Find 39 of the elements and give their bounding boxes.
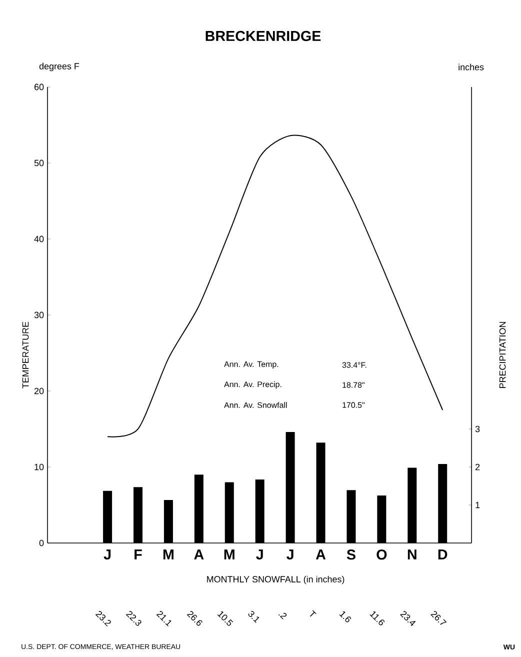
- chart-title: BRECKENRIDGE: [206, 30, 321, 42]
- x-tick-label: F: [134, 550, 142, 560]
- x-tick-label: D: [438, 550, 448, 560]
- line-series: [107, 134, 444, 438]
- x-tick-label: J: [256, 550, 264, 560]
- x-tick-label: A: [316, 550, 326, 560]
- y2-tick-label: 3: [476, 426, 480, 432]
- x-tick-label: N: [408, 550, 417, 560]
- y-axis-title: TEMPERATURE: [22, 322, 29, 388]
- x-tick-label: M: [164, 550, 174, 560]
- y-tick-label: 40: [34, 236, 44, 242]
- x-tick-label: S: [347, 550, 356, 560]
- text: degrees F: [40, 62, 80, 72]
- text: 1.6: [340, 611, 352, 622]
- x-axis-title: MONTHLY SNOWFALL (in inches): [207, 576, 344, 584]
- text: 10.5: [218, 611, 234, 626]
- x-tick-label: J: [286, 550, 294, 560]
- x-tick-label: M: [224, 550, 235, 560]
- y2-tick-label: 2: [476, 464, 480, 470]
- y-tick-label: 50: [34, 160, 44, 166]
- y2-tick-label: 1: [476, 502, 480, 508]
- text: T: [310, 610, 317, 617]
- text: 22.3: [126, 611, 142, 626]
- text: 26.7: [430, 611, 447, 625]
- text: 23.4: [400, 611, 416, 626]
- text: inches: [458, 64, 484, 70]
- text: .2: [278, 612, 287, 620]
- x-tick-label: A: [194, 550, 204, 560]
- text: 11.6: [370, 611, 385, 626]
- y-tick-label: 30: [34, 312, 44, 318]
- x-tick-label: J: [104, 550, 111, 560]
- y-tick-label: 0: [40, 540, 44, 546]
- y-tick-label: 60: [34, 84, 44, 90]
- text: 26.6: [187, 611, 202, 626]
- y-tick-label: 10: [34, 464, 44, 470]
- text: 3.1: [248, 611, 260, 623]
- y-tick-label: 20: [34, 388, 44, 394]
- y2-axis-title: PRECIPITATION: [500, 322, 506, 388]
- x-tick-label: O: [376, 550, 387, 560]
